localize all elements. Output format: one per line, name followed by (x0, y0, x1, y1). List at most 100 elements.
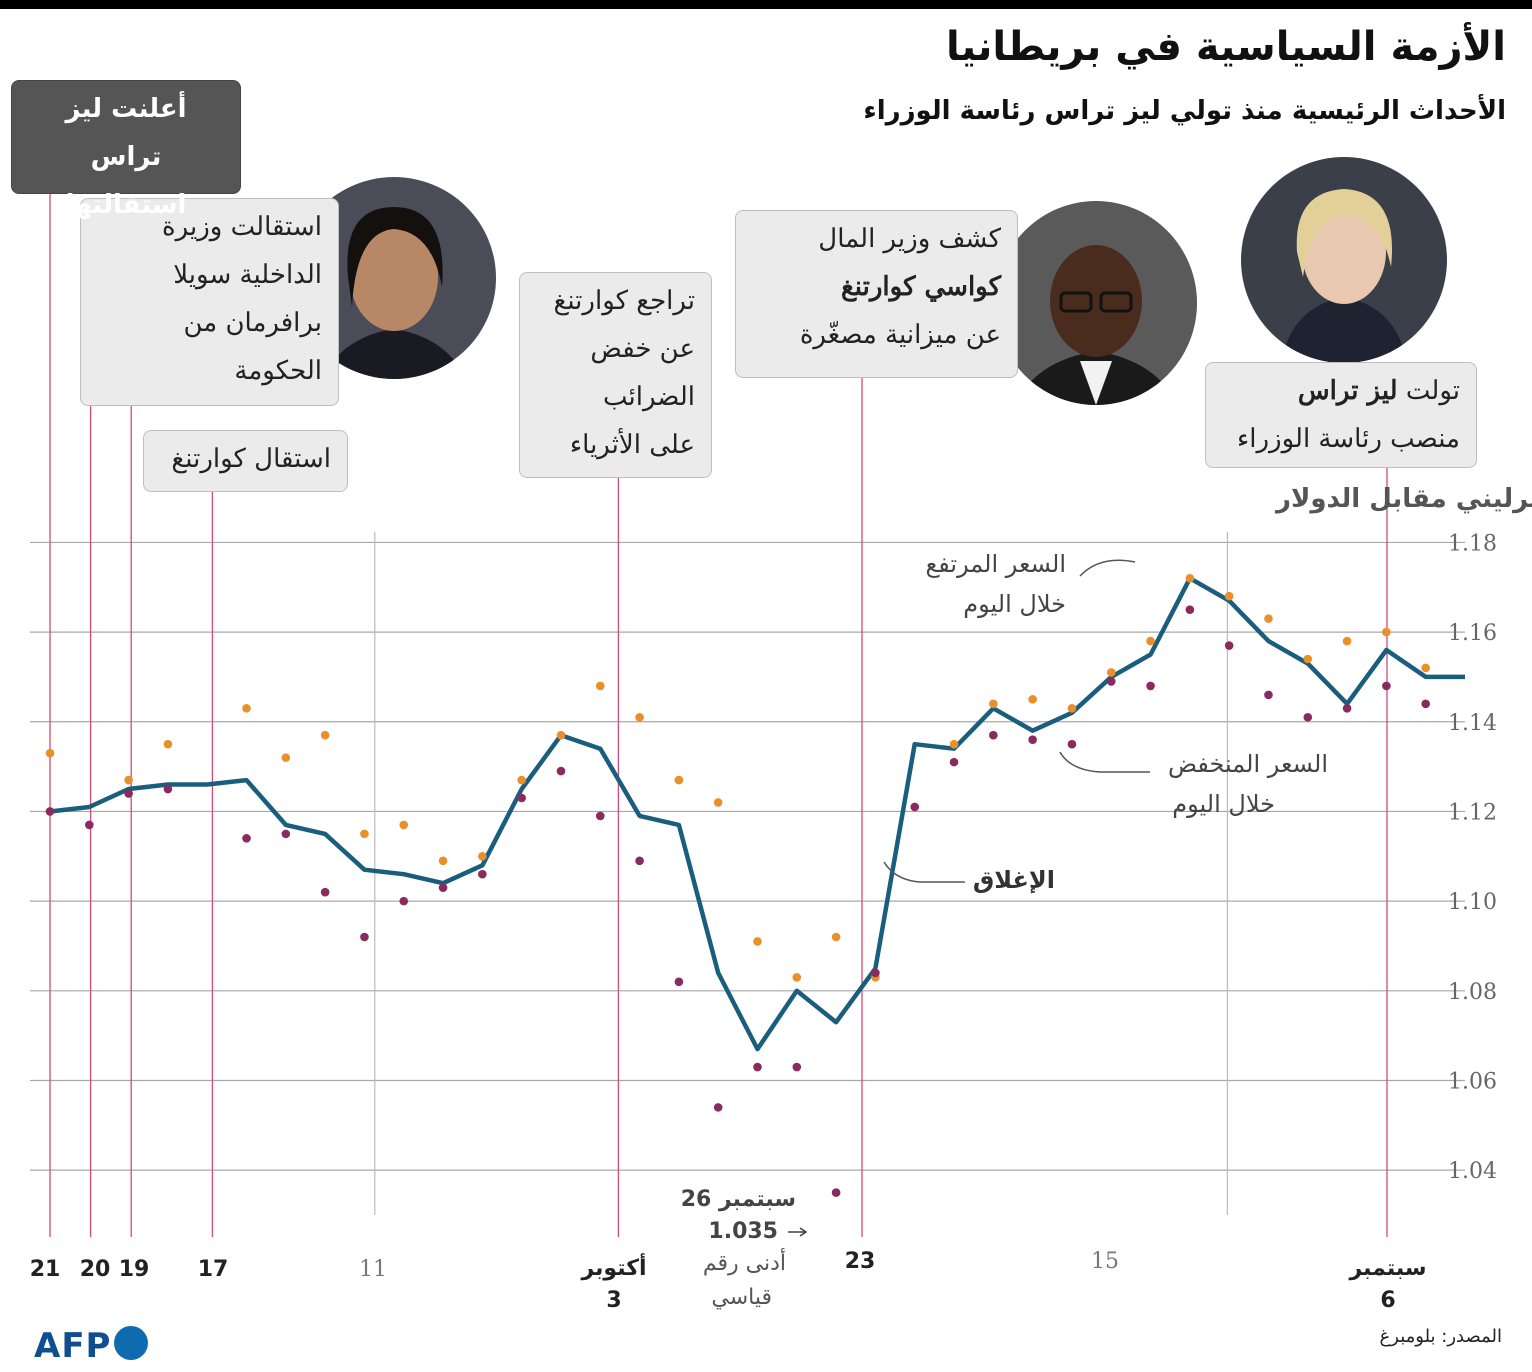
uturn-line-4: على الأثرياء (569, 430, 695, 460)
low-point (1303, 712, 1313, 722)
chart-grid (30, 532, 1465, 1215)
low-point (910, 802, 920, 812)
close-label-leader (883, 861, 965, 883)
high-point (556, 730, 566, 740)
event-lines (49, 165, 1388, 1237)
low-point (85, 820, 94, 830)
high-point (1146, 636, 1155, 646)
low-point (1028, 735, 1037, 745)
event-braverman-resigns: استقالت وزيرة الداخلية سويلا برافرمان من… (80, 198, 339, 406)
event-truss-takes-office: تولت ليز تراس منصب رئاسة الوزراء (1205, 362, 1477, 468)
low-point (1185, 605, 1195, 614)
truss-pre-text: تولت (1397, 376, 1460, 406)
low-point (1342, 704, 1352, 713)
close-price-line (49, 576, 1465, 1052)
low-point (595, 811, 605, 821)
high-point (1303, 654, 1313, 664)
low-point (871, 968, 880, 978)
low-point (989, 730, 998, 740)
x-tick-sublabel: 6 (1380, 1288, 1395, 1313)
low-label-1: السعر المنخفض (1168, 750, 1328, 778)
x-tick-label: 17 (198, 1257, 229, 1282)
braverman-line-1: استقالت وزيرة (162, 212, 322, 242)
low-point (320, 887, 330, 897)
high-point (1028, 695, 1037, 704)
high-point (399, 820, 409, 830)
record-low-label-1: أدنى رقم (703, 1248, 786, 1276)
high-label-2: خلال اليوم (963, 590, 1066, 618)
high-label-1: السعر المرتفع (925, 550, 1066, 578)
x-tick-label: 23 (845, 1249, 876, 1274)
low-point (163, 784, 173, 794)
high-point (1421, 663, 1430, 673)
low-point (556, 766, 566, 776)
low-point (674, 977, 684, 987)
x-tick-label: 11 (359, 1257, 387, 1282)
chart-annotations: الجنيه الاسترليني مقابل الدولار السعر الم… (681, 484, 1532, 1310)
low-point (753, 1062, 762, 1072)
y-tick-label: 1.10 (1448, 890, 1497, 915)
low-point (713, 1103, 723, 1112)
low-point (1106, 677, 1116, 686)
budget-line-1: كشف وزير المال (818, 224, 1001, 254)
high-point (163, 739, 173, 749)
kwarteng-photo (995, 201, 1197, 405)
high-point (281, 753, 291, 762)
page-title: الأزمة السياسية في بريطانيا (946, 24, 1506, 70)
high-point (242, 704, 251, 713)
uturn-line-2: عن خفض (590, 334, 695, 364)
low-label-2: خلال اليوم (1172, 790, 1275, 818)
high-point (949, 739, 959, 749)
high-point (713, 798, 723, 807)
series-group (45, 573, 1465, 1197)
x-tick-sublabel: 3 (606, 1288, 621, 1313)
low-point (792, 1062, 802, 1072)
y-tick-label: 1.12 (1448, 800, 1497, 825)
high-point (1382, 627, 1391, 637)
x-tick-label: سبتمبر (1348, 1256, 1426, 1281)
high-point (674, 775, 684, 785)
x-tick-label: 15 (1091, 1249, 1119, 1274)
high-point (635, 712, 644, 722)
high-point (124, 775, 133, 785)
low-point (1382, 681, 1391, 691)
high-point (753, 937, 762, 946)
y-tick-label: 1.16 (1448, 621, 1497, 646)
low-point (831, 1188, 841, 1197)
source-note: المصدر: بلومبرغ (1379, 1326, 1502, 1347)
low-point (242, 834, 251, 843)
low-point (949, 757, 959, 767)
high-point (989, 699, 998, 709)
y-axis-ticks: 1.18 1.16 1.14 1.12 1.10 1.08 1.06 1.04 (1448, 531, 1497, 1184)
budget-line-3: عن ميزانية مصغّرة (799, 320, 1001, 350)
high-point (517, 775, 526, 785)
truss-name: ليز تراس (1297, 376, 1398, 406)
low-point (478, 869, 487, 879)
high-point (1264, 614, 1273, 623)
y-tick-label: 1.14 (1448, 711, 1497, 736)
low-point (635, 856, 644, 866)
low-point (360, 932, 369, 942)
record-low-date: 26 سبتمبر (681, 1187, 796, 1212)
event-kwarteng-resigns: استقال كوارتنغ (143, 430, 348, 492)
high-point (1106, 668, 1116, 677)
event-truss-resigns: أعلنت ليز تراس استقالتها (11, 80, 241, 220)
high-point (1224, 591, 1234, 601)
high-point (438, 856, 448, 866)
page-subtitle: الأحداث الرئيسية منذ تولي ليز تراس رئاسة… (863, 96, 1506, 126)
event-tax-uturn: تراجع كوارتنغ عن خفض الضرائب على الأثريا… (519, 272, 712, 478)
x-tick-label: أكتوبر (580, 1252, 646, 1281)
high-point (792, 973, 802, 982)
y-tick-label: 1.06 (1448, 1069, 1497, 1094)
high-point (1067, 704, 1077, 713)
high-point (831, 932, 841, 942)
high-point (360, 829, 369, 839)
truss-resign-line-2: استقالتها (65, 190, 187, 220)
low-label-leader (1059, 751, 1150, 773)
low-point (45, 807, 55, 816)
afp-logo-dot (114, 1326, 148, 1360)
x-axis-labels: 21 20 19 17 11 أكتوبر 3 23 15 سبتمبر 6 (30, 1249, 1427, 1313)
truss-resign-line-1: أعلنت ليز تراس (65, 94, 187, 172)
chart-title: الجنيه الاسترليني مقابل الدولار (1274, 484, 1532, 514)
low-point (1264, 690, 1273, 700)
